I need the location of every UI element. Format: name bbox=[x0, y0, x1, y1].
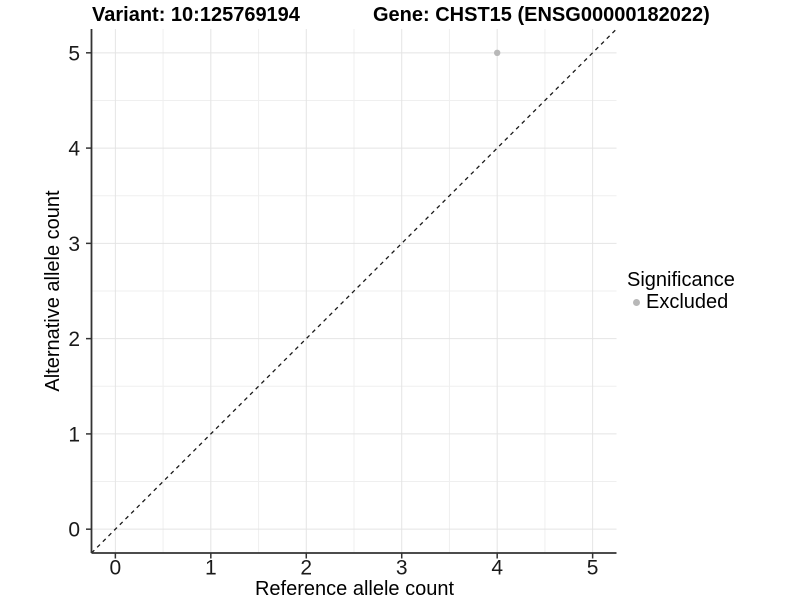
plot-title-gene: Gene: CHST15 (ENSG00000182022) bbox=[373, 4, 710, 26]
x-tick-label: 0 bbox=[110, 557, 122, 580]
x-tick-label: 3 bbox=[396, 557, 408, 580]
y-tick-label: 0 bbox=[68, 519, 80, 542]
x-tick-label: 1 bbox=[205, 557, 217, 580]
x-tick-label: 4 bbox=[491, 557, 503, 580]
legend-point-icon bbox=[633, 298, 640, 306]
y-tick-label: 1 bbox=[68, 423, 80, 446]
legend-title: Significance bbox=[627, 269, 735, 291]
y-tick-label: 2 bbox=[68, 328, 80, 351]
identity-dashed-line bbox=[91, 28, 617, 554]
y-tick-label: 5 bbox=[68, 42, 80, 65]
data-point bbox=[493, 49, 501, 57]
y-tick-label: 3 bbox=[68, 233, 80, 256]
y-axis-title: Alternative allele count bbox=[42, 190, 64, 392]
x-tick-label: 5 bbox=[587, 557, 599, 580]
x-axis-title: Reference allele count bbox=[254, 578, 454, 600]
legend: Significance Excluded bbox=[627, 270, 735, 312]
plot-title-variant: Variant: 10:125769194 bbox=[92, 4, 300, 26]
legend-item-label: Excluded bbox=[646, 291, 729, 313]
legend-item-excluded: Excluded bbox=[627, 292, 735, 312]
x-tick-label: 2 bbox=[300, 557, 312, 580]
y-tick-label: 4 bbox=[68, 138, 80, 161]
